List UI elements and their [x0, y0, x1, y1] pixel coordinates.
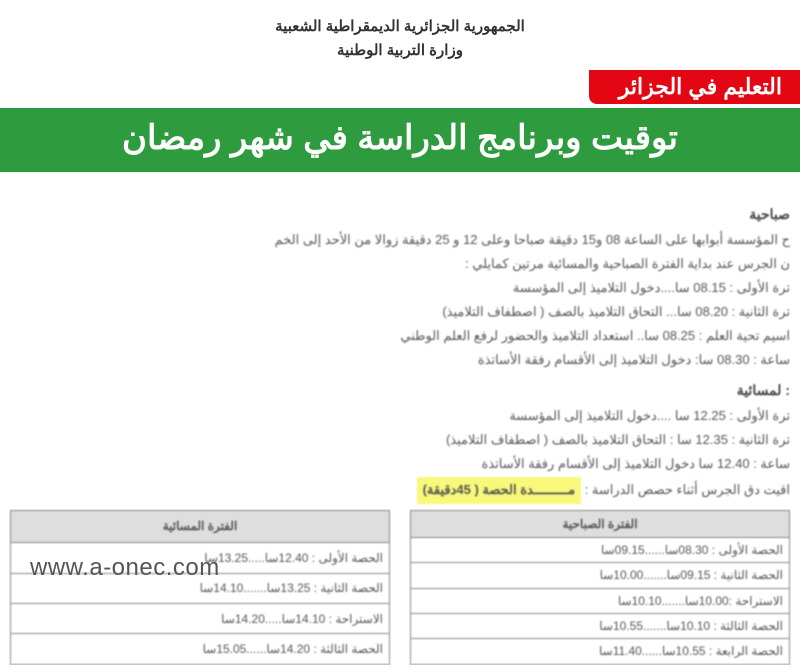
tables-row: الفترة الصباحية الحصة الأولى : 08.30سا..… — [10, 510, 790, 665]
table-row: الحصة الأولى : 08.30سا......09.15سا — [411, 537, 790, 562]
bell-text-prefix: اقيت دق الجرس أثناء حصص الدراسة : — [581, 482, 790, 497]
table-row: الحصة الثالثة : 10.10سا.......10.55سا — [411, 614, 790, 639]
gov-line-1: الجمهورية الجزائرية الديمقراطية الشعبية — [20, 15, 780, 39]
yellow-highlight: مـــــــــدة الحصة ( 45دقيقة) — [417, 477, 582, 503]
morning-line-2: ن الجرس عند بداية الفترة الصباحية والمسا… — [10, 253, 790, 275]
morning-bullet-3: اسيم تحية العلم : 08.25 سا.. استعداد الت… — [10, 325, 790, 347]
evening-title: : لمسائية — [10, 379, 790, 403]
red-badge: التعليم في الجزائر — [589, 70, 800, 104]
green-banner: توقيت وبرنامج الدراسة في شهر رمضان — [0, 108, 800, 172]
table-row: الحصة الرابعة : 10.55سا......11.40سا — [411, 639, 790, 664]
evening-bullet-1: ترة الأولى : 12.25 سا ....دخول التلاميذ … — [10, 405, 790, 427]
evening-table: الفترة المسائية الحصة الأولى : 12.40سا..… — [10, 510, 390, 665]
morning-bullet-1: ترة الأولى : 08.15 سا....دخول التلاميذ إ… — [10, 277, 790, 299]
evening-bullet-2: ترة الثانية : 12.35 سا : التحاق التلاميذ… — [10, 429, 790, 451]
watermark: www.a-onec.com — [30, 554, 220, 582]
morning-line-1: ح المؤسسة أبوابها على الساعة 08 و15 دقيق… — [10, 229, 790, 251]
gov-header: الجمهورية الجزائرية الديمقراطية الشعبية … — [20, 15, 780, 63]
table-row: الحصة الثانية : 09.15سا.......10.00سا — [411, 563, 790, 588]
morning-bullet-2: ترة الثانية : 08.20 سا... التحاق التلامي… — [10, 301, 790, 323]
gov-line-2: وزارة التربية الوطنية — [20, 39, 780, 63]
table-row: الاستراحة : 14.10سا.....14.20سا — [11, 604, 390, 634]
table-row: الاستراحة :10.00سا.......10.10سا — [411, 588, 790, 613]
bell-times-line: اقيت دق الجرس أثناء حصص الدراسة : مـــــ… — [10, 477, 790, 503]
morning-table: الفترة الصباحية الحصة الأولى : 08.30سا..… — [410, 510, 790, 665]
evening-bullet-3: ساعة : 12.40 سا دخول التلاميذ إلى الأقسا… — [10, 453, 790, 475]
table-row: الحصة الثالثة : 14.20سا......15.05سا — [11, 634, 390, 664]
morning-bullet-4: ساعة : 08.30 سا: دخول التلاميذ إلى الأقس… — [10, 349, 790, 371]
morning-title: صباحية — [10, 203, 790, 227]
document-body: الجمهورية الجزائرية الديمقراطية الشعبية … — [0, 0, 800, 73]
evening-table-header: الفترة المسائية — [11, 510, 390, 543]
morning-table-header: الفترة الصباحية — [411, 510, 790, 537]
content-area: صباحية ح المؤسسة أبوابها على الساعة 08 و… — [0, 203, 800, 665]
